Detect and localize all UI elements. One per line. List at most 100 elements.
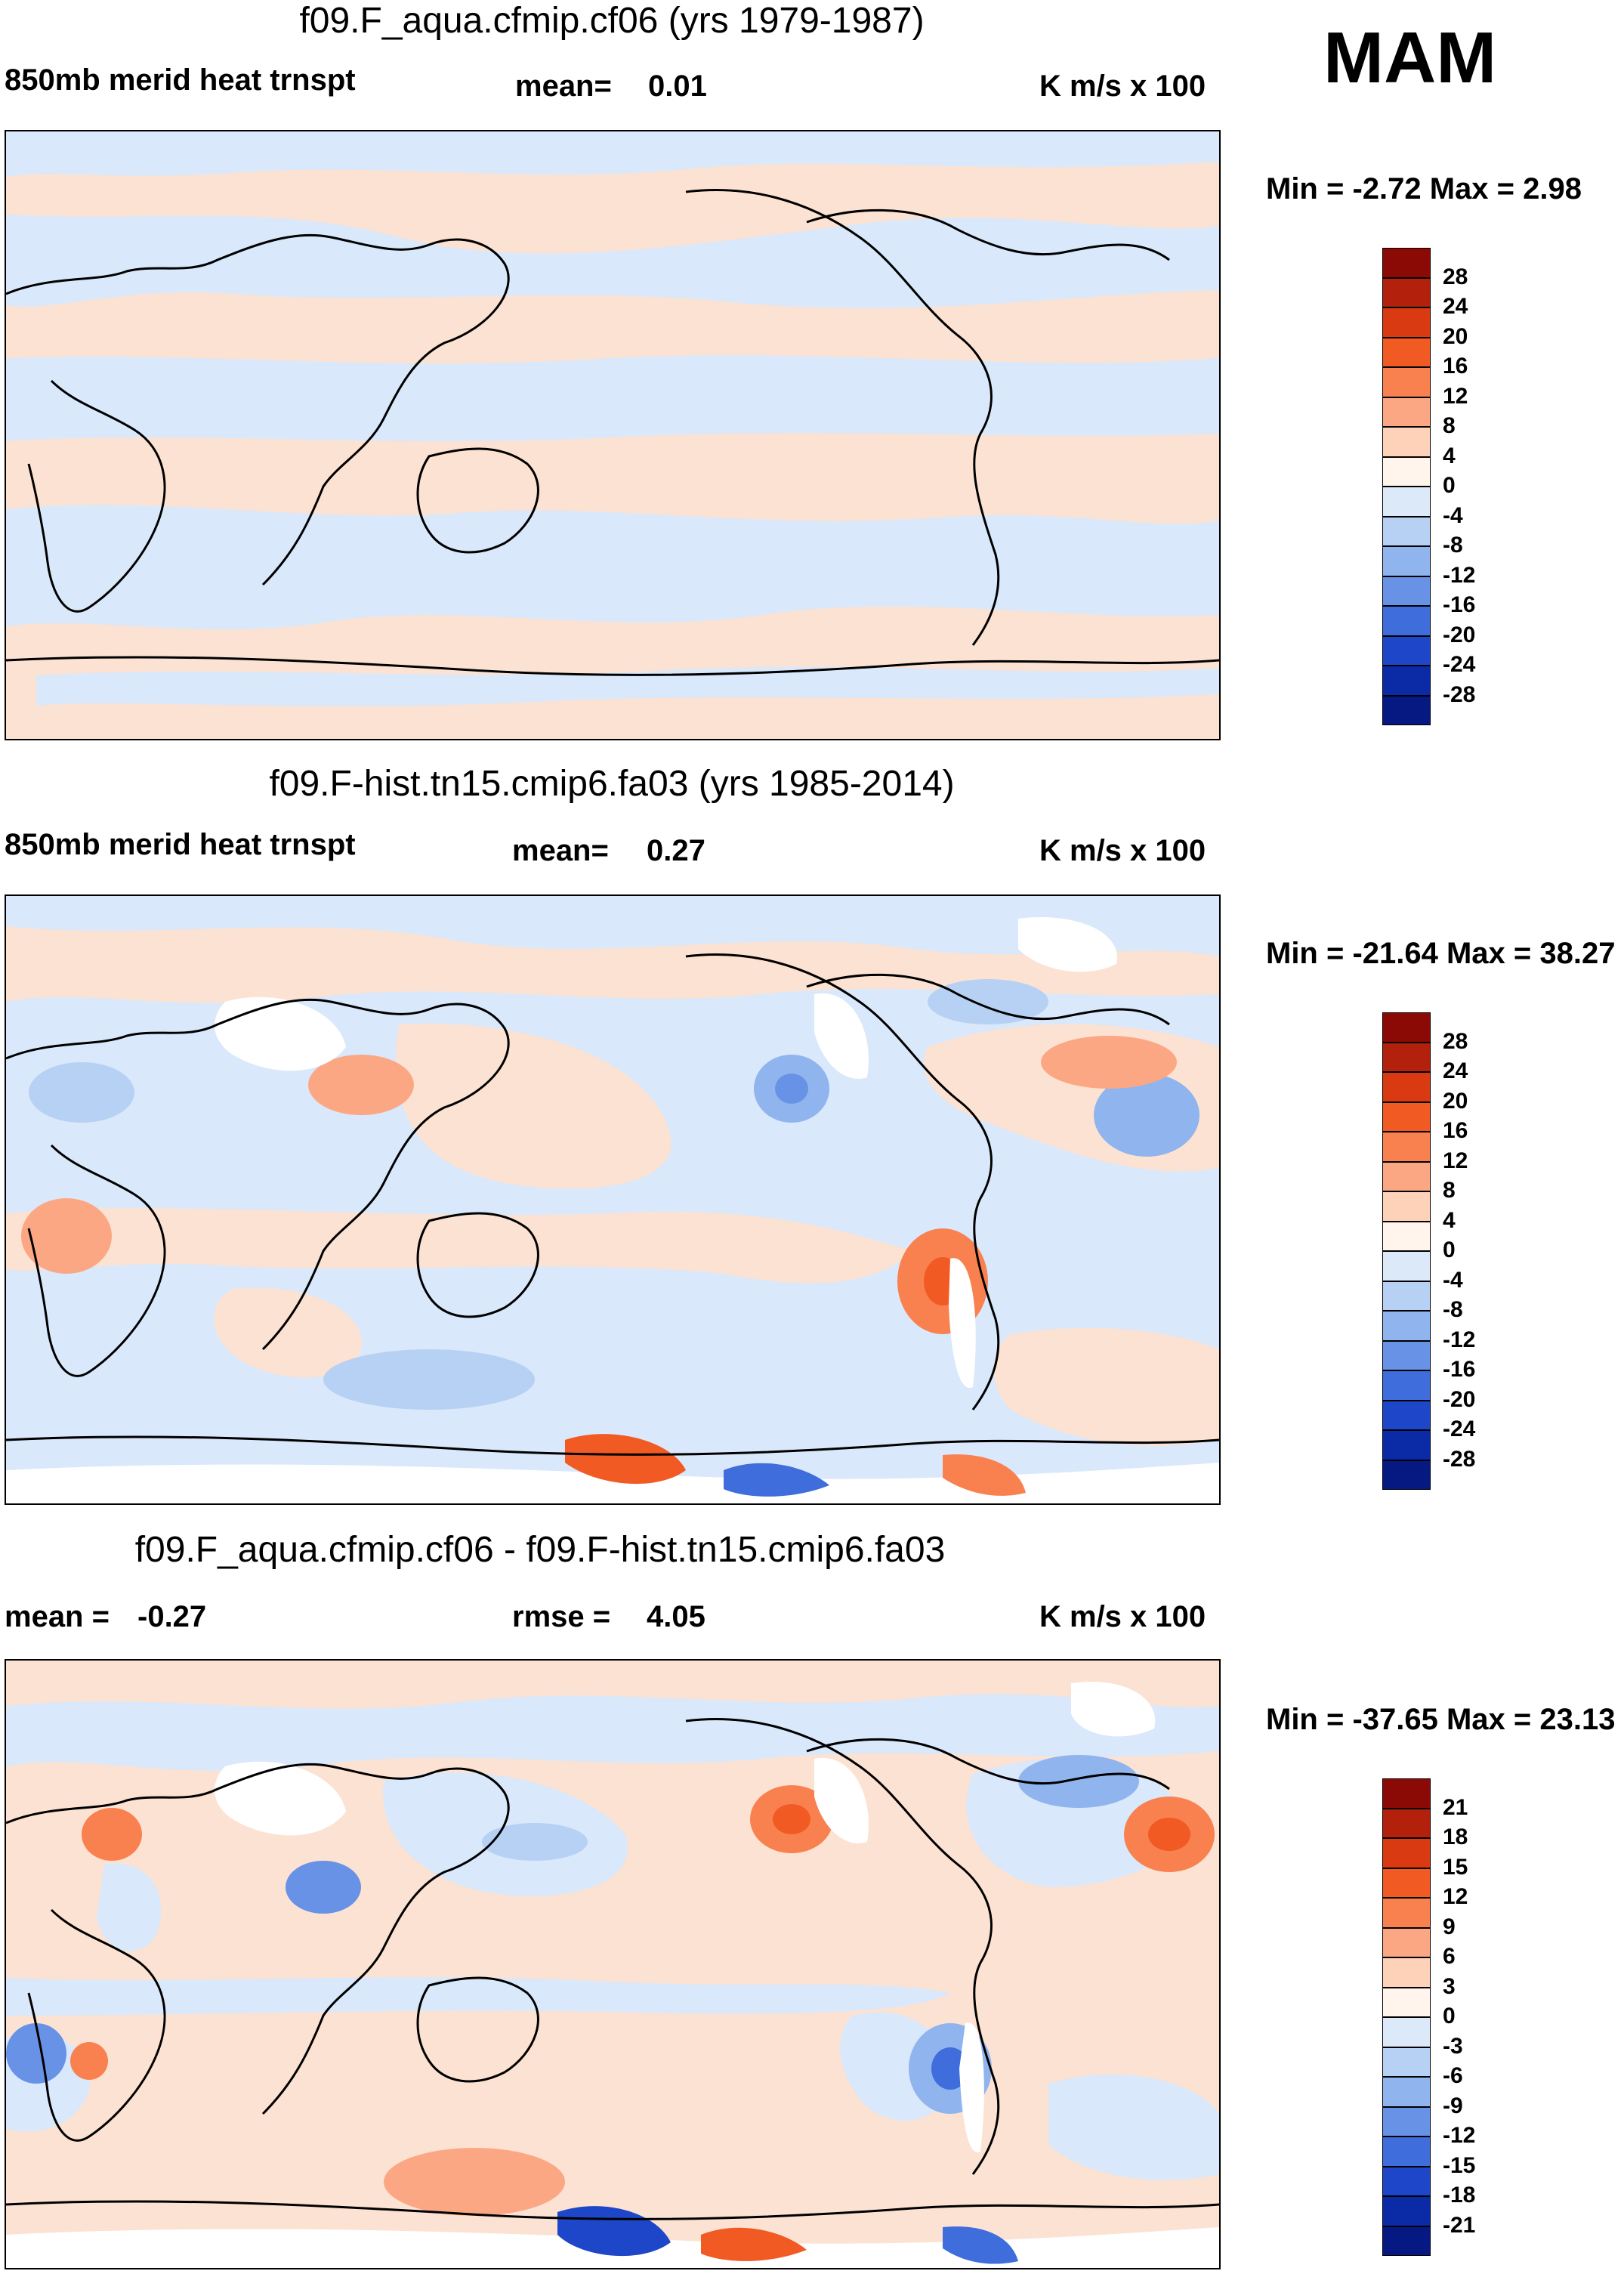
colorbar-tick-label: -8 [1443, 533, 1463, 558]
panel-3-mean-value: -0.27 [137, 1600, 207, 1633]
panel-2-title: f09.F-hist.tn15.cmip6.fa03 (yrs 1985-201… [269, 764, 955, 804]
panel-1-map [5, 130, 1221, 740]
colorbar-swatch [1382, 1927, 1431, 1957]
colorbar-tick-label: -12 [1443, 1327, 1476, 1352]
colorbar-swatch [1382, 397, 1431, 427]
colorbar-swatch [1382, 1808, 1431, 1838]
colorbar-swatch [1382, 666, 1431, 696]
colorbar-tick-label: 15 [1443, 1854, 1468, 1880]
colorbar-tick-label: -12 [1443, 562, 1476, 588]
colorbar-tick-label: -24 [1443, 652, 1476, 677]
colorbar-swatch [1382, 277, 1431, 307]
panel-3-rmse-value: 4.05 [647, 1600, 705, 1633]
colorbar-swatch [1382, 1460, 1431, 1490]
colorbar-tick-label: -28 [1443, 1446, 1476, 1472]
colorbar-tick-label: 24 [1443, 1058, 1468, 1083]
colorbar-tick-label: 24 [1443, 294, 1468, 319]
colorbar-tick-label: 3 [1443, 1973, 1456, 1999]
panel-2-map [5, 894, 1221, 1505]
colorbar-swatch [1382, 635, 1431, 666]
colorbar-tick-label: -16 [1443, 592, 1476, 617]
panel-2-coastlines [6, 953, 1219, 1456]
colorbar-tick-label: 0 [1443, 1237, 1456, 1262]
colorbar-tick-label: -4 [1443, 1267, 1463, 1293]
colorbar-tick-label: 12 [1443, 1884, 1468, 1909]
colorbar-tick-label: -4 [1443, 502, 1463, 528]
colorbar-tick-label: 0 [1443, 473, 1456, 498]
colorbar-tick-label: 16 [1443, 1118, 1468, 1143]
colorbar-swatch [1382, 2047, 1431, 2077]
panel-3-rmse-label: rmse = [512, 1600, 611, 1633]
colorbar-swatch [1382, 427, 1431, 457]
colorbar-tick-label: -8 [1443, 1297, 1463, 1322]
colorbar-swatch [1382, 1898, 1431, 1928]
colorbar-swatch [1382, 307, 1431, 338]
colorbar-swatch [1382, 2077, 1431, 2107]
panel-3-map [5, 1659, 1221, 2269]
colorbar-swatch [1382, 248, 1431, 278]
colorbar-swatch [1382, 1370, 1431, 1401]
panel-3-coastlines [6, 1718, 1219, 2220]
colorbar-swatch [1382, 1987, 1431, 2017]
season-label: MAM [1323, 17, 1497, 98]
colorbar-swatch [1382, 1281, 1431, 1311]
panel-3-units: K m/s x 100 [1039, 1600, 1206, 1633]
colorbar-tick-label: 20 [1443, 323, 1468, 349]
colorbar-swatch [1382, 606, 1431, 636]
colorbar-tick-label: 12 [1443, 383, 1468, 409]
colorbar-tick-label: 6 [1443, 1944, 1456, 1969]
colorbar-swatch [1382, 2226, 1431, 2256]
colorbar-swatch [1382, 1340, 1431, 1370]
colorbar-swatch [1382, 1132, 1431, 1162]
panel-1-mean-value: 0.01 [648, 70, 707, 103]
colorbar-swatch [1382, 1430, 1431, 1460]
colorbar-tick-label: -15 [1443, 2152, 1476, 2178]
colorbar-swatch [1382, 1072, 1431, 1102]
colorbar-tick-label: -24 [1443, 1417, 1476, 1441]
colorbar-tick-label: 12 [1443, 1148, 1468, 1173]
colorbar-swatch [1382, 2196, 1431, 2226]
panel-2-antarctic-anomalies [565, 1434, 1026, 1497]
colorbar-tick-label: -21 [1443, 2212, 1476, 2238]
colorbar-tick-label: -20 [1443, 622, 1476, 647]
panel-2-masked-terrain [6, 917, 1219, 1503]
panel-1-units: K m/s x 100 [1039, 70, 1206, 103]
colorbar-tick-label: -28 [1443, 681, 1476, 707]
panel-2-variable-label: 850mb merid heat trnspt [5, 828, 356, 861]
colorbar-swatch [1382, 1251, 1431, 1281]
colorbar-swatch [1382, 1957, 1431, 1988]
colorbar-swatch [1382, 1191, 1431, 1222]
panel-2-mean-label: mean= [512, 834, 609, 867]
colorbar-tick-label: 20 [1443, 1088, 1468, 1114]
panel-1-mean-label: mean= [515, 70, 612, 103]
colorbar-swatch [1382, 1012, 1431, 1043]
colorbar-swatch [1382, 367, 1431, 397]
colorbar-tick-label: -18 [1443, 2183, 1476, 2208]
panel-1-coastlines [6, 189, 1219, 676]
colorbar-tick-label: 21 [1443, 1794, 1468, 1820]
colorbar-tick-label: 28 [1443, 264, 1468, 289]
panel-2-minmax: Min = -21.64 Max = 38.27 [1266, 937, 1616, 970]
colorbar-tick-label: -16 [1443, 1357, 1476, 1382]
colorbar-swatch [1382, 2017, 1431, 2047]
panel-1-minmax: Min = -2.72 Max = 2.98 [1266, 172, 1582, 205]
colorbar-swatch [1382, 2166, 1431, 2196]
panel-1-negative-bands [6, 131, 1219, 706]
colorbar-swatch [1382, 2137, 1431, 2167]
panel-1-variable-label: 850mb merid heat trnspt [5, 63, 356, 97]
colorbar-tick-label: 8 [1443, 413, 1456, 438]
panel-3-mean-label: mean = [5, 1600, 110, 1633]
colorbar-tick-label: -9 [1443, 2093, 1463, 2118]
colorbar-swatch [1382, 1161, 1431, 1191]
colorbar-tick-label: 9 [1443, 1914, 1456, 1939]
colorbar-tick-label: -6 [1443, 2063, 1463, 2088]
panel-1-title: f09.F_aqua.cfmip.cf06 (yrs 1979-1987) [299, 1, 925, 41]
colorbar-swatch [1382, 1311, 1431, 1341]
colorbar-tick-label: 8 [1443, 1178, 1456, 1203]
colorbar-swatch [1382, 516, 1431, 546]
panel-2-positive-areas [6, 926, 1219, 1446]
colorbar-swatch [1382, 576, 1431, 606]
colorbar-swatch [1382, 695, 1431, 725]
colorbar-swatch [1382, 456, 1431, 487]
colorbar-swatch [1382, 2106, 1431, 2137]
